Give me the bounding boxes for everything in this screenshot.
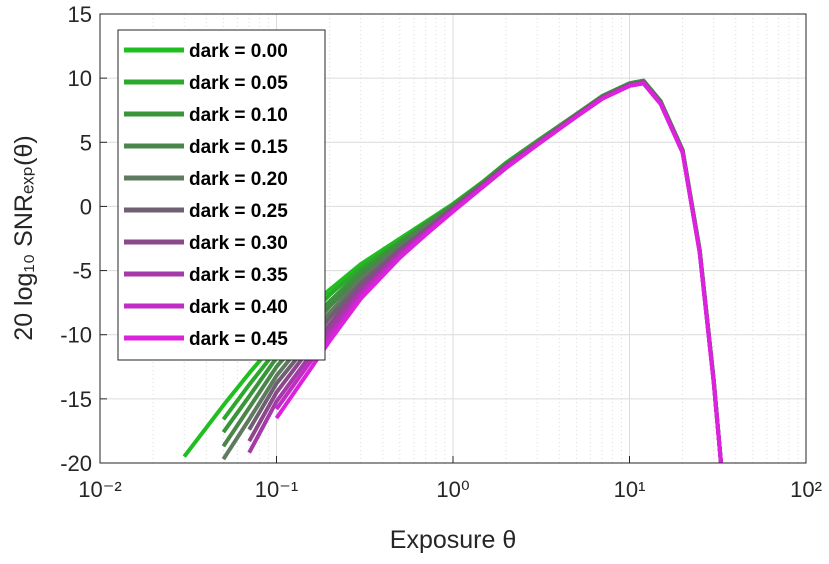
legend-label: dark = 0.00 bbox=[189, 41, 288, 62]
legend-label: dark = 0.20 bbox=[189, 169, 288, 190]
legend-label: dark = 0.05 bbox=[189, 73, 288, 94]
legend-label: dark = 0.10 bbox=[189, 105, 288, 126]
series-line bbox=[274, 81, 723, 463]
y-tick-label: 5 bbox=[80, 130, 92, 155]
y-tick-label: -10 bbox=[60, 323, 92, 348]
series-line bbox=[274, 81, 723, 463]
y-tick-label: -20 bbox=[60, 451, 92, 476]
x-tick-label: 10⁻¹ bbox=[255, 477, 298, 502]
x-tick-label: 10¹ bbox=[614, 477, 646, 502]
legend-label: dark = 0.40 bbox=[189, 297, 288, 318]
legend-label: dark = 0.35 bbox=[189, 265, 288, 286]
legend-label: dark = 0.15 bbox=[189, 137, 288, 158]
y-tick-label: -5 bbox=[72, 259, 92, 284]
y-tick-label: 0 bbox=[80, 194, 92, 219]
y-tick-label: -15 bbox=[60, 387, 92, 412]
plot-frame bbox=[99, 13, 807, 464]
x-tick-label: 10⁰ bbox=[436, 477, 469, 502]
x-tick-label: 10² bbox=[790, 477, 822, 502]
legend-label: dark = 0.25 bbox=[189, 201, 288, 222]
y-axis-label: 20 log₁₀ SNRₑₓₚ(θ) bbox=[10, 135, 38, 340]
x-axis-label: Exposure θ bbox=[390, 526, 516, 554]
y-tick-label: 10 bbox=[68, 66, 92, 91]
legend-label: dark = 0.30 bbox=[189, 233, 288, 254]
x-tick-label: 10⁻² bbox=[78, 477, 121, 502]
y-tick-label: 15 bbox=[68, 2, 92, 27]
legend-label: dark = 0.45 bbox=[189, 329, 288, 350]
